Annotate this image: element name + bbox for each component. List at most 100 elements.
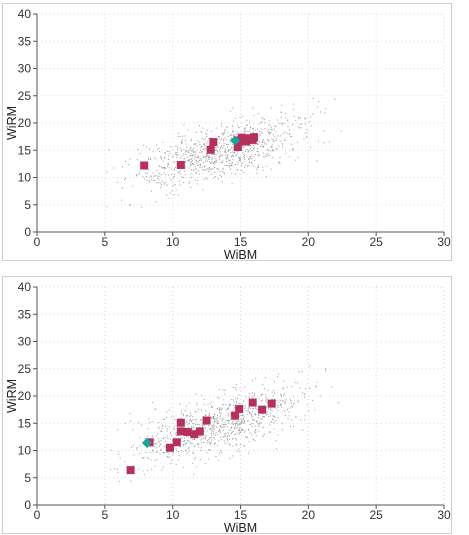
highlighted-point[interactable] (258, 405, 267, 414)
background-point (210, 168, 212, 170)
background-point (219, 174, 221, 176)
background-point (193, 438, 195, 440)
background-point (146, 180, 148, 182)
highlighted-point[interactable] (202, 416, 211, 425)
background-point (245, 396, 247, 398)
background-point (208, 161, 210, 163)
background-point (279, 399, 281, 401)
background-point (200, 145, 202, 147)
background-point (148, 157, 150, 159)
background-point (146, 457, 148, 459)
highlighted-point[interactable] (176, 160, 185, 169)
background-point (304, 415, 306, 417)
background-point (209, 450, 211, 452)
background-point (204, 463, 206, 465)
reference-point[interactable] (230, 135, 241, 146)
background-point (223, 436, 225, 438)
highlighted-point[interactable] (165, 443, 174, 452)
highlighted-point[interactable] (233, 142, 242, 151)
background-point (153, 175, 155, 177)
background-point (146, 175, 148, 177)
y-tick-label: 40 (18, 7, 32, 21)
background-point (252, 128, 254, 130)
background-point (180, 150, 182, 152)
background-point (129, 413, 131, 415)
background-point (204, 427, 206, 429)
background-point (189, 412, 191, 414)
background-point (334, 98, 336, 100)
highlighted-point[interactable] (126, 466, 135, 475)
background-point (146, 172, 148, 174)
background-point (184, 440, 186, 442)
highlighted-point[interactable] (235, 405, 244, 414)
background-point (331, 386, 333, 388)
background-point (153, 157, 155, 159)
background-point (188, 151, 190, 153)
background-point (256, 421, 258, 423)
background-point (203, 178, 205, 180)
highlighted-point[interactable] (244, 134, 253, 143)
background-point (258, 143, 260, 145)
background-point (232, 151, 234, 153)
highlighted-point[interactable] (206, 145, 215, 154)
background-point (186, 436, 188, 438)
highlighted-point[interactable] (172, 438, 181, 447)
highlighted-point[interactable] (248, 398, 257, 407)
background-point (218, 388, 220, 390)
background-point (266, 401, 268, 403)
background-point (239, 432, 241, 434)
background-point (191, 160, 193, 162)
background-point (164, 452, 166, 454)
highlighted-point[interactable] (267, 399, 276, 408)
background-point (290, 402, 292, 404)
background-point (231, 432, 233, 434)
background-point (310, 116, 312, 118)
background-point (221, 181, 223, 183)
background-point (247, 130, 249, 132)
background-point (219, 156, 221, 158)
background-point (164, 446, 166, 448)
background-point (266, 411, 268, 413)
background-point (246, 165, 248, 167)
background-point (275, 140, 277, 142)
background-point (193, 151, 195, 153)
background-point (272, 141, 274, 143)
background-point (257, 144, 259, 146)
highlighted-point[interactable] (195, 427, 204, 436)
background-point (238, 422, 240, 424)
highlighted-point[interactable] (140, 161, 149, 170)
background-point (263, 416, 265, 418)
background-point (287, 418, 289, 420)
background-point (174, 425, 176, 427)
background-point (245, 127, 247, 129)
background-point (263, 156, 265, 158)
background-point (146, 447, 148, 449)
background-point (255, 167, 257, 169)
highlighted-point[interactable] (183, 427, 192, 436)
background-point (295, 159, 297, 161)
background-point (273, 390, 275, 392)
highlighted-point[interactable] (190, 430, 199, 439)
highlighted-point[interactable] (176, 418, 185, 427)
reference-point[interactable] (141, 437, 152, 448)
y-tick-label: 0 (24, 225, 31, 239)
background-point (195, 172, 197, 174)
background-point (251, 426, 253, 428)
background-point (285, 400, 287, 402)
highlighted-point[interactable] (231, 411, 240, 420)
background-point (191, 150, 193, 152)
background-point (199, 159, 201, 161)
background-point (228, 444, 230, 446)
background-point (230, 151, 232, 153)
background-point (159, 151, 161, 153)
background-point (258, 422, 260, 424)
highlighted-point[interactable] (209, 138, 218, 147)
highlighted-point[interactable] (237, 133, 246, 142)
background-point (183, 149, 185, 151)
background-point (222, 389, 224, 391)
background-point (238, 429, 240, 431)
background-point (227, 126, 229, 128)
highlighted-point[interactable] (250, 133, 259, 142)
background-point (215, 418, 217, 420)
highlighted-point[interactable] (176, 427, 185, 436)
